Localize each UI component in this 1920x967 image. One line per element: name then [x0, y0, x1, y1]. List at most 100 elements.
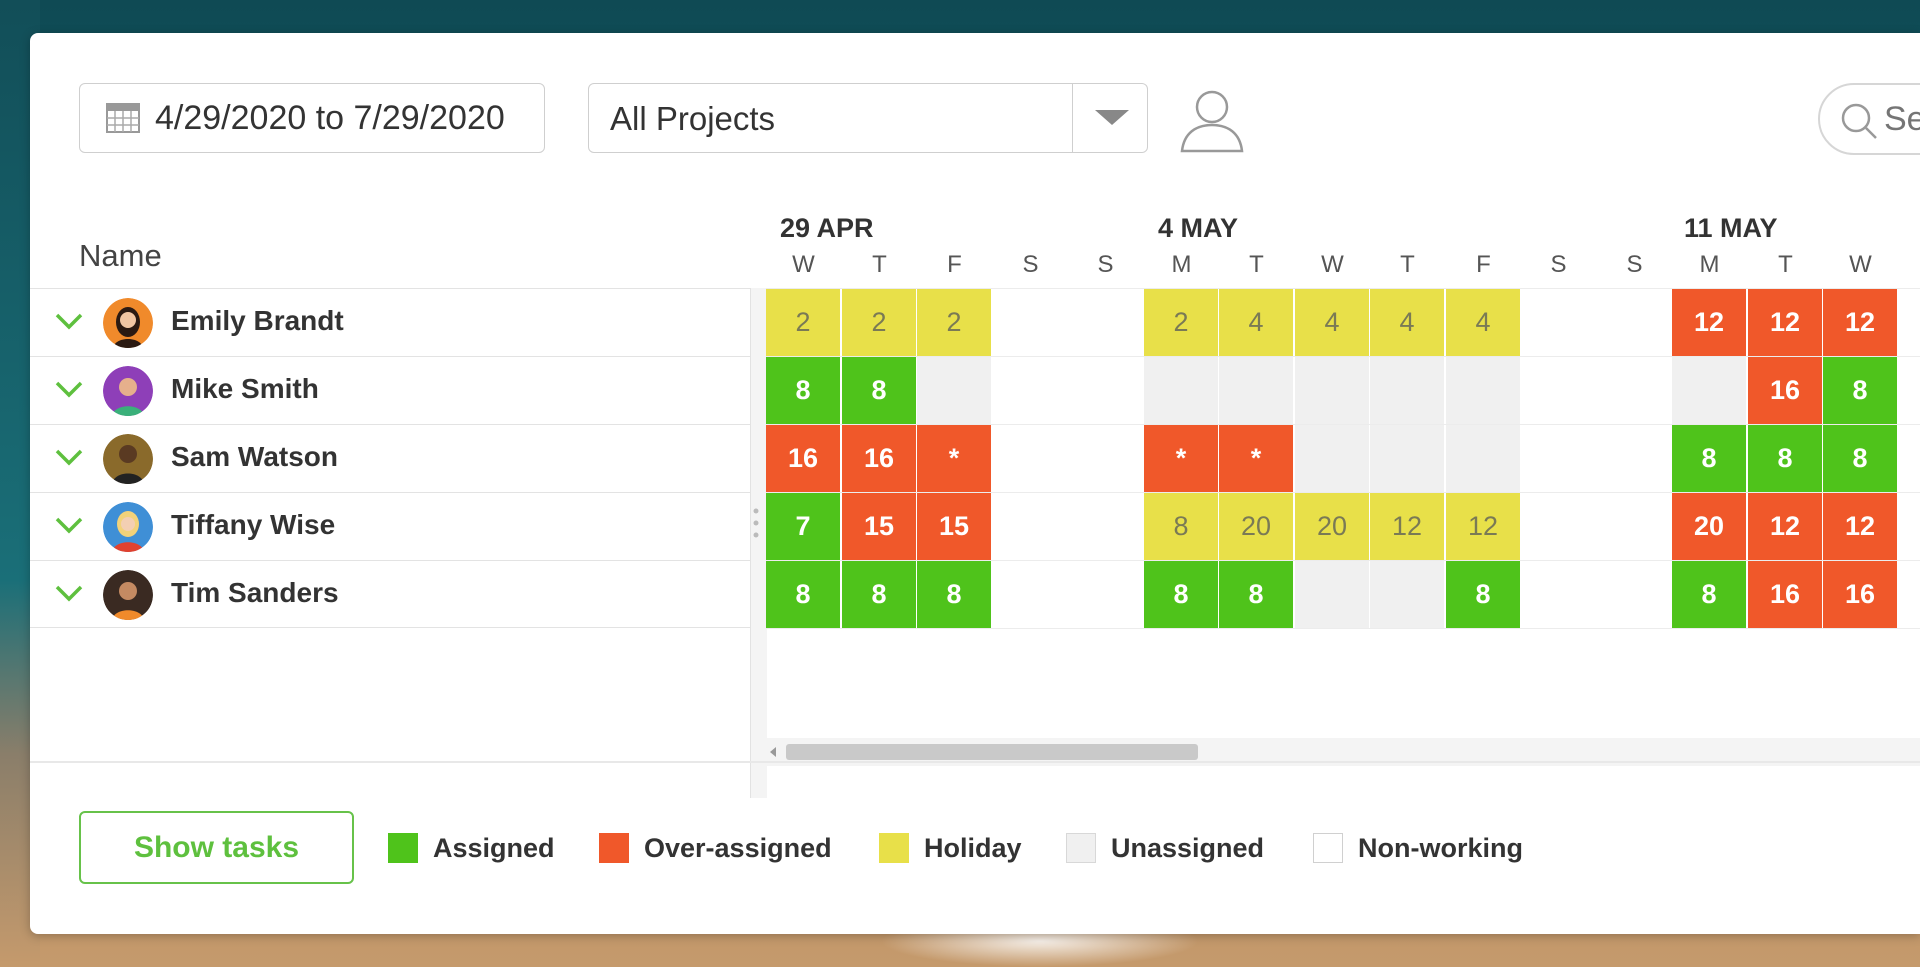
- legend-unassigned: Unassigned: [1066, 832, 1264, 864]
- workload-cell[interactable]: [1219, 357, 1293, 424]
- workload-cell[interactable]: 16: [766, 425, 840, 492]
- workload-cell[interactable]: *: [917, 425, 991, 492]
- workload-cell[interactable]: 8: [1823, 357, 1897, 424]
- workload-cell[interactable]: [1370, 561, 1444, 628]
- workload-cell[interactable]: [917, 357, 991, 424]
- day-label: S: [1626, 251, 1643, 278]
- person-row[interactable]: Mike Smith: [30, 356, 750, 424]
- person-name: Sam Watson: [171, 441, 338, 472]
- workload-cell[interactable]: 12: [1748, 289, 1822, 356]
- week-label: 29 APR: [780, 213, 874, 243]
- workload-cell[interactable]: 8: [766, 561, 840, 628]
- workload-cell[interactable]: 16: [1823, 561, 1897, 628]
- workload-cell[interactable]: [1370, 357, 1444, 424]
- workload-cell[interactable]: 20: [1295, 493, 1369, 560]
- workload-cell[interactable]: 20: [1672, 493, 1746, 560]
- day-label: W: [1849, 251, 1872, 278]
- workload-cell[interactable]: 2: [917, 289, 991, 356]
- workload-cell[interactable]: 7: [766, 493, 840, 560]
- pane-splitter[interactable]: [750, 288, 767, 798]
- scroll-left-icon[interactable]: [770, 747, 776, 757]
- workload-cell[interactable]: [1446, 357, 1520, 424]
- workload-cell[interactable]: [1144, 357, 1218, 424]
- workload-cell[interactable]: 4: [1370, 289, 1444, 356]
- workload-cell[interactable]: *: [1219, 425, 1293, 492]
- workload-cell[interactable]: 12: [1748, 493, 1822, 560]
- grid-row-line: [766, 628, 1920, 629]
- workload-cell[interactable]: [1672, 357, 1746, 424]
- person-row[interactable]: Sam Watson: [30, 424, 750, 492]
- legend-swatch: [1313, 833, 1343, 863]
- legend-label: Assigned: [433, 832, 555, 863]
- workload-cell[interactable]: 8: [1219, 561, 1293, 628]
- workload-cell[interactable]: 8: [1823, 425, 1897, 492]
- workload-cell[interactable]: [1295, 357, 1369, 424]
- workload-cell[interactable]: 12: [1823, 493, 1897, 560]
- date-range-picker[interactable]: 4/29/2020 to 7/29/2020: [79, 83, 545, 153]
- legend-over-assigned: Over-assigned: [599, 832, 832, 864]
- workload-cell[interactable]: 8: [1446, 561, 1520, 628]
- day-label: S: [1550, 251, 1567, 278]
- workload-cell[interactable]: 8: [766, 357, 840, 424]
- workload-cell[interactable]: 8: [842, 357, 916, 424]
- person-name: Tim Sanders: [171, 577, 339, 608]
- search-field[interactable]: [1818, 83, 1920, 155]
- chevron-down-icon[interactable]: [53, 581, 85, 605]
- person-row[interactable]: Tiffany Wise: [30, 492, 750, 560]
- workload-cell[interactable]: 12: [1672, 289, 1746, 356]
- chevron-down-icon[interactable]: [1095, 110, 1129, 125]
- calendar-icon: [106, 103, 140, 133]
- workload-cell[interactable]: *: [1144, 425, 1218, 492]
- day-label: W: [1321, 251, 1344, 278]
- chevron-down-icon[interactable]: [53, 445, 85, 469]
- workload-cell[interactable]: 4: [1446, 289, 1520, 356]
- person-name: Mike Smith: [171, 373, 319, 404]
- workload-cell[interactable]: 8: [1672, 561, 1746, 628]
- workload-cell[interactable]: 15: [842, 493, 916, 560]
- scrollbar-thumb[interactable]: [786, 744, 1198, 760]
- workload-cell[interactable]: 8: [1144, 493, 1218, 560]
- avatar: [103, 298, 153, 348]
- workload-cell[interactable]: 2: [766, 289, 840, 356]
- workload-cell[interactable]: 8: [1748, 425, 1822, 492]
- day-label: S: [1022, 251, 1039, 278]
- grid-row-line: [766, 288, 1920, 289]
- user-icon[interactable]: [1176, 83, 1248, 155]
- workload-cell[interactable]: [1370, 425, 1444, 492]
- workload-cell[interactable]: 12: [1446, 493, 1520, 560]
- workload-cell[interactable]: 16: [1748, 357, 1822, 424]
- workload-cell[interactable]: 16: [1748, 561, 1822, 628]
- footer-divider: [30, 761, 1920, 763]
- workload-cell[interactable]: 16: [842, 425, 916, 492]
- workload-cell[interactable]: [1295, 425, 1369, 492]
- workload-cell[interactable]: 12: [1370, 493, 1444, 560]
- workload-cell[interactable]: [1446, 425, 1520, 492]
- legend-label: Unassigned: [1111, 832, 1265, 863]
- chevron-down-icon[interactable]: [53, 309, 85, 333]
- workload-cell[interactable]: 12: [1823, 289, 1897, 356]
- workload-cell[interactable]: 8: [1144, 561, 1218, 628]
- day-label: M: [1699, 251, 1720, 278]
- workload-cell[interactable]: 4: [1295, 289, 1369, 356]
- workload-cell[interactable]: 4: [1219, 289, 1293, 356]
- workload-cell[interactable]: 8: [917, 561, 991, 628]
- show-tasks-button[interactable]: Show tasks: [79, 811, 354, 884]
- day-label: S: [1097, 251, 1114, 278]
- chevron-down-icon[interactable]: [53, 377, 85, 401]
- select-divider: [1072, 84, 1073, 152]
- person-row[interactable]: Emily Brandt: [30, 288, 750, 356]
- project-select[interactable]: All Projects: [588, 83, 1148, 153]
- date-range-text: 4/29/2020 to 7/29/2020: [155, 98, 505, 137]
- chevron-down-icon[interactable]: [53, 513, 85, 537]
- workload-cell[interactable]: [1295, 561, 1369, 628]
- workload-cell[interactable]: 8: [842, 561, 916, 628]
- search-input[interactable]: [1884, 99, 1920, 139]
- avatar: [103, 502, 153, 552]
- workload-cell[interactable]: 15: [917, 493, 991, 560]
- person-row[interactable]: Tim Sanders: [30, 560, 750, 628]
- workload-cell[interactable]: 2: [1144, 289, 1218, 356]
- workload-cell[interactable]: 20: [1219, 493, 1293, 560]
- workload-cell[interactable]: 2: [842, 289, 916, 356]
- workload-cell[interactable]: 8: [1672, 425, 1746, 492]
- splitter-grip-icon[interactable]: [752, 503, 760, 543]
